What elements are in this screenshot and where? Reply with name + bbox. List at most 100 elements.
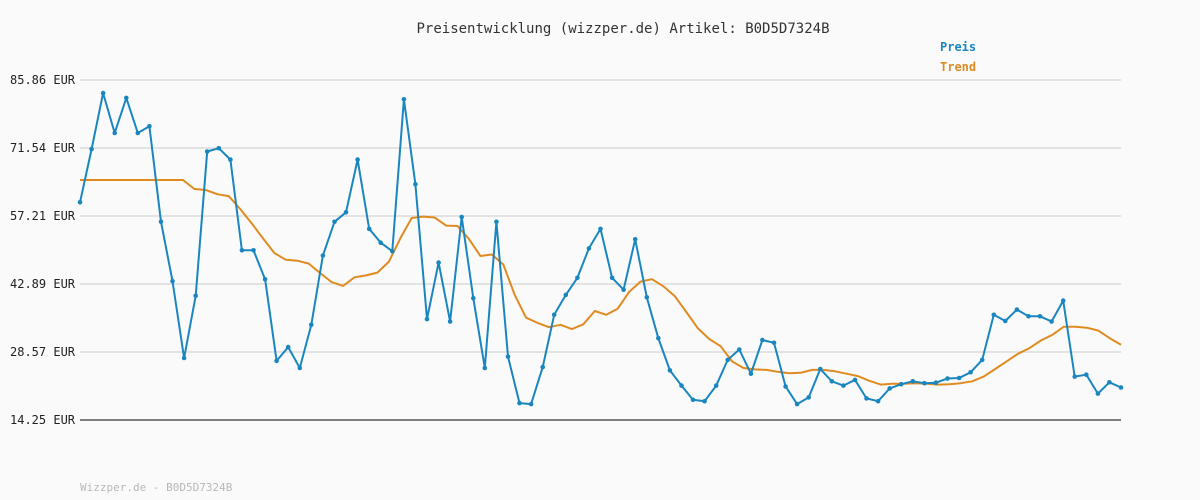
data-point xyxy=(471,295,476,301)
data-point xyxy=(320,253,326,258)
data-point xyxy=(551,312,557,318)
data-point xyxy=(656,335,661,341)
data-point xyxy=(135,130,141,136)
data-point xyxy=(332,219,337,225)
y-tick-label: 28.57 EUR xyxy=(10,345,76,359)
data-point xyxy=(644,295,650,300)
data-point xyxy=(875,398,881,404)
data-point xyxy=(1037,314,1043,319)
data-point xyxy=(737,347,742,352)
data-point xyxy=(401,97,407,102)
data-point xyxy=(540,364,545,370)
data-point xyxy=(447,319,453,324)
data-point xyxy=(158,219,164,225)
data-point xyxy=(181,355,187,361)
data-point xyxy=(424,316,430,322)
data-point xyxy=(852,377,858,383)
plot-area xyxy=(80,80,1121,420)
data-point xyxy=(632,237,638,242)
data-point xyxy=(760,337,765,343)
data-point xyxy=(1003,318,1008,324)
data-point xyxy=(309,322,314,328)
data-point xyxy=(436,260,441,265)
y-tick-label: 85.86 EUR xyxy=(10,73,76,87)
data-point xyxy=(459,214,465,220)
data-point xyxy=(482,365,488,371)
data-point xyxy=(89,146,94,152)
data-point xyxy=(922,380,927,386)
y-axis-ticks: 14.25 EUR 28.57 EUR 42.89 EUR 57.21 EUR 71.5… xyxy=(10,73,76,427)
data-point xyxy=(1084,372,1089,378)
data-point xyxy=(366,226,372,232)
data-point xyxy=(841,383,846,388)
data-point xyxy=(193,293,198,299)
data-point xyxy=(494,219,499,225)
data-point xyxy=(690,397,696,403)
data-point xyxy=(1107,380,1112,385)
data-point xyxy=(517,400,522,406)
data-point xyxy=(829,379,835,384)
data-point xyxy=(413,182,418,187)
data-point xyxy=(679,383,684,388)
data-point xyxy=(991,312,997,318)
data-point xyxy=(390,248,395,254)
y-tick-label: 14.25 EUR xyxy=(10,413,76,427)
series-layer xyxy=(77,90,1124,407)
data-point xyxy=(274,358,279,364)
data-point xyxy=(77,200,83,205)
data-point xyxy=(204,149,210,154)
data-point xyxy=(1118,385,1124,390)
data-point xyxy=(910,379,916,384)
chart-title: Preisentwicklung (wizzper.de) Artikel: B… xyxy=(416,21,829,37)
data-point xyxy=(956,375,962,381)
data-point xyxy=(667,368,673,373)
data-point xyxy=(818,366,823,372)
data-point xyxy=(702,398,707,404)
y-tick-label: 71.54 EUR xyxy=(10,141,76,155)
data-point xyxy=(124,95,129,101)
data-point xyxy=(725,357,730,363)
data-point xyxy=(748,371,754,377)
data-point xyxy=(1095,391,1101,396)
data-point xyxy=(713,383,719,388)
data-point xyxy=(1060,298,1066,303)
data-point xyxy=(170,278,175,284)
data-point xyxy=(100,90,106,96)
data-point xyxy=(528,401,534,407)
legend-preis: Preis xyxy=(940,40,976,54)
data-point xyxy=(251,248,256,253)
data-point xyxy=(1014,307,1020,312)
y-tick-label: 57.21 EUR xyxy=(10,209,76,223)
data-point xyxy=(609,275,615,281)
y-tick-label: 42.89 EUR xyxy=(10,277,76,291)
data-point xyxy=(285,344,291,350)
data-point xyxy=(794,401,800,407)
data-point xyxy=(147,124,152,129)
data-point xyxy=(563,292,569,298)
data-point xyxy=(355,157,360,162)
series-line-trend xyxy=(80,179,1122,386)
data-point xyxy=(216,145,222,151)
data-point xyxy=(783,384,788,389)
grid-lines xyxy=(80,79,1121,353)
data-point xyxy=(968,370,973,375)
data-point xyxy=(343,210,349,215)
data-point xyxy=(898,381,904,387)
data-point xyxy=(864,396,869,401)
data-point xyxy=(586,246,592,251)
data-point xyxy=(887,386,892,391)
data-point xyxy=(575,275,580,281)
data-point xyxy=(378,240,384,245)
data-point xyxy=(945,376,950,381)
data-point xyxy=(1026,314,1031,319)
data-point xyxy=(621,287,626,293)
data-point xyxy=(112,130,117,136)
data-point xyxy=(1072,374,1077,379)
data-point xyxy=(228,157,233,162)
data-point xyxy=(979,357,985,363)
data-point xyxy=(806,395,811,400)
data-point xyxy=(1049,319,1054,324)
data-point xyxy=(239,248,245,253)
data-point xyxy=(771,340,777,346)
